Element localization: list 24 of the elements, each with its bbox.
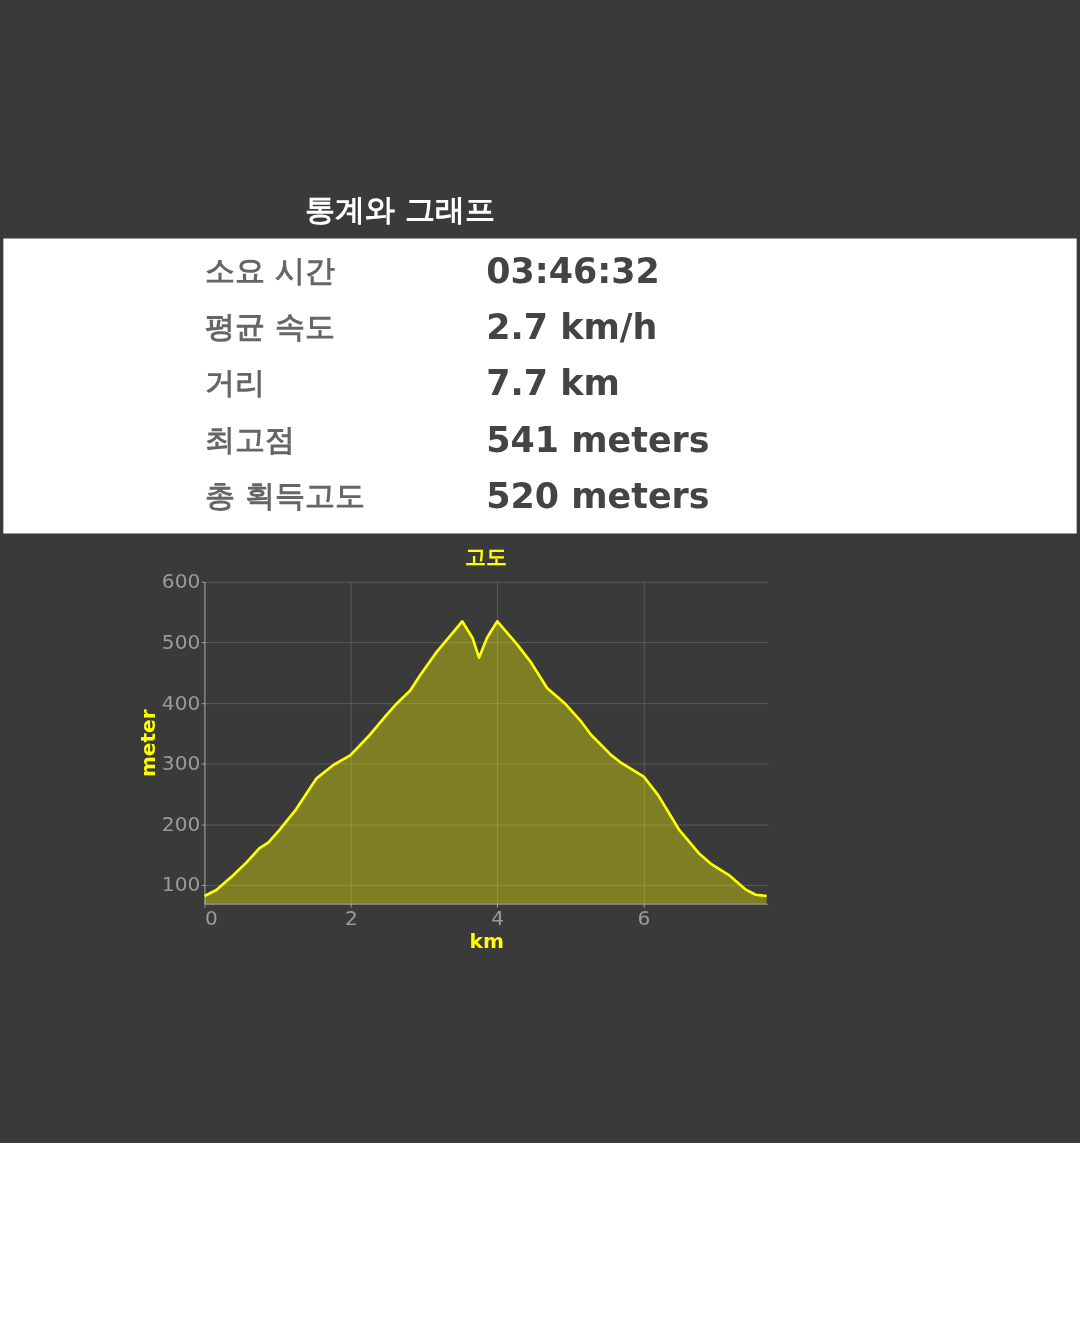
text: 평균 속도 [204, 310, 335, 345]
y-tick-label: 300 [161, 751, 201, 776]
text: 03:46:32 [486, 250, 660, 291]
x-tick-label: 2 [344, 906, 358, 931]
y-axis-title: meter [136, 709, 161, 778]
x-tick-label: 4 [491, 906, 505, 931]
y-tick-label: 200 [161, 811, 201, 836]
chart-title: 고도 [465, 544, 508, 570]
text: 520 meters [486, 476, 710, 517]
y-tick-label: 400 [161, 690, 201, 715]
text: 최고점 [204, 422, 295, 457]
text: 통계와 그래프 [305, 193, 496, 228]
x-axis-title: km [469, 928, 504, 953]
text: 거리 [204, 366, 265, 401]
text: 소요 시간 [204, 253, 335, 288]
text: 총 획득고도 [204, 479, 365, 514]
text: 541 meters [486, 419, 710, 460]
x-tick-label: 6 [637, 906, 651, 931]
y-tick-label: 600 [161, 569, 201, 594]
text: 7.7 km [486, 363, 620, 404]
y-tick-label: 100 [161, 872, 201, 897]
y-tick-label: 500 [161, 629, 201, 654]
text: 2.7 km/h [486, 307, 658, 348]
x-tick-label: 0 [204, 906, 218, 931]
